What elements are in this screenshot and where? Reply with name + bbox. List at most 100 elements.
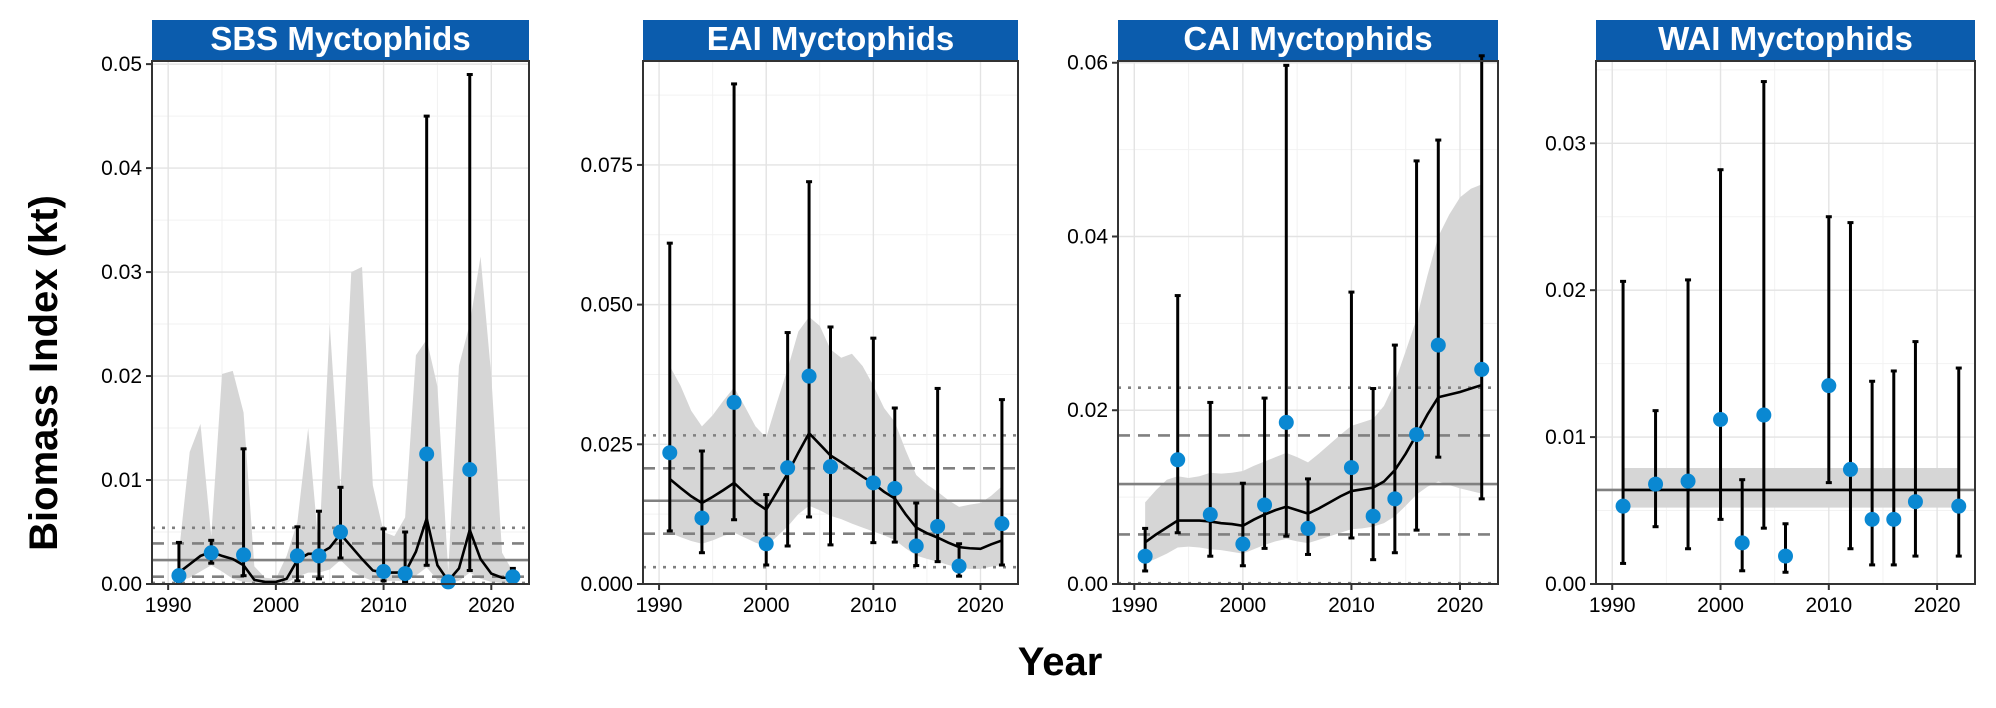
panel-title: CAI Myctophids [1183, 20, 1432, 57]
x-tick-label: 1990 [145, 594, 192, 617]
model-fit-line [1144, 383, 1483, 544]
y-tick-label: 0.02 [101, 365, 142, 388]
data-point [1257, 497, 1273, 513]
panel-strip [643, 20, 1018, 61]
x-tick-label: 2000 [743, 594, 790, 617]
confidence-ribbon [1623, 467, 1959, 508]
y-tick-label: 0.00 [1067, 573, 1108, 596]
x-tick-label: 2020 [957, 594, 1004, 617]
data-point [311, 548, 327, 564]
panel-2: EAI Myctophids 1990 2000 2010 2020 0.000 0.025… [580, 20, 1019, 617]
y-tick-label: 0.01 [1545, 426, 1586, 449]
y-tick-label: 0.03 [101, 261, 142, 284]
data-point [171, 568, 187, 584]
confidence-ribbon [1145, 184, 1482, 564]
data-point [1648, 476, 1664, 492]
data-point [1137, 548, 1153, 564]
panel-title: EAI Myctophids [707, 20, 955, 57]
panel-border [151, 60, 530, 585]
data-point [1778, 548, 1793, 564]
data-point [397, 566, 413, 582]
data-point [726, 394, 742, 410]
data-point [1756, 407, 1772, 423]
data-point [419, 446, 435, 462]
data-point [908, 538, 924, 554]
y-tick-label: 0.050 [580, 294, 633, 317]
data-point [1430, 337, 1446, 353]
panel-strip [152, 20, 529, 61]
data-point [1387, 491, 1403, 507]
data-point [1713, 411, 1729, 427]
x-tick-label: 2000 [1697, 594, 1744, 617]
panel-title: SBS Myctophids [210, 20, 470, 57]
data-point [1170, 452, 1186, 468]
data-point [1300, 520, 1316, 536]
data-point [758, 536, 774, 552]
y-tick-label: 0.04 [1067, 225, 1108, 248]
x-tick-label: 2020 [468, 594, 515, 617]
y-tick-label: 0.00 [1545, 573, 1586, 596]
data-point [1615, 498, 1631, 514]
data-point [1886, 511, 1902, 527]
data-point [662, 445, 678, 461]
data-point [505, 569, 521, 585]
x-tick-label: 2010 [1805, 594, 1852, 617]
y-tick-label: 0.000 [580, 573, 633, 596]
panel-border [1117, 60, 1499, 585]
x-tick-label: 2010 [850, 594, 897, 617]
data-point [1278, 414, 1294, 430]
x-tick-label: 2020 [1437, 594, 1484, 617]
data-point [1235, 536, 1251, 552]
y-axis-title: Biomass Index (kt) [22, 195, 66, 551]
x-tick-label: 1990 [1589, 594, 1636, 617]
data-point [1474, 361, 1490, 377]
y-tick-label: 0.025 [580, 433, 633, 456]
panel-3: CAI Myctophids 1990 2000 2010 2020 0.00 0.02 0.… [1067, 20, 1499, 617]
data-point [801, 368, 817, 384]
data-point [887, 480, 903, 496]
data-point [440, 574, 456, 590]
data-point [1842, 461, 1858, 477]
data-point [1734, 535, 1750, 551]
panel-4: WAI Myctophids 1990 2000 2010 2020 0.00 0.01 0.… [1545, 20, 1976, 617]
x-tick-label: 1990 [636, 594, 683, 617]
data-point [930, 518, 946, 534]
data-point [1409, 427, 1425, 443]
data-point [951, 558, 967, 574]
y-tick-label: 0.01 [101, 469, 142, 492]
x-tick-label: 2020 [1914, 594, 1961, 617]
y-tick-label: 0.03 [1545, 132, 1586, 155]
data-point [333, 524, 348, 540]
data-point [462, 462, 478, 478]
x-tick-label: 1990 [1111, 594, 1158, 617]
panel-strip [1118, 20, 1498, 61]
data-point [865, 475, 881, 491]
data-point [780, 460, 796, 476]
confidence-ribbon [178, 256, 513, 583]
panel-title: WAI Myctophids [1658, 20, 1913, 57]
y-tick-label: 0.02 [1545, 279, 1586, 302]
data-point [1821, 378, 1837, 394]
confidence-ribbon [669, 316, 1002, 569]
x-tick-label: 2010 [360, 594, 407, 617]
data-point [1202, 506, 1218, 522]
x-axis-title: Year [1018, 640, 1103, 684]
data-point [1951, 498, 1967, 514]
panel-1: SBS Myctophids 1990 2000 2010 2020 0.00 0.01 0.… [101, 20, 530, 617]
panel-border [1595, 60, 1976, 585]
x-tick-label: 2010 [1328, 594, 1375, 617]
data-point [694, 510, 710, 526]
data-point [1907, 494, 1923, 510]
data-point [1343, 460, 1359, 476]
data-point [823, 459, 838, 475]
data-point [289, 548, 305, 564]
y-tick-label: 0.04 [101, 157, 142, 180]
model-fit-line [668, 430, 1003, 551]
y-tick-label: 0.075 [580, 154, 633, 177]
data-point [376, 564, 392, 580]
data-point [1365, 508, 1381, 524]
data-point [1864, 511, 1880, 527]
x-tick-label: 2000 [1219, 594, 1266, 617]
data-point [994, 516, 1010, 532]
